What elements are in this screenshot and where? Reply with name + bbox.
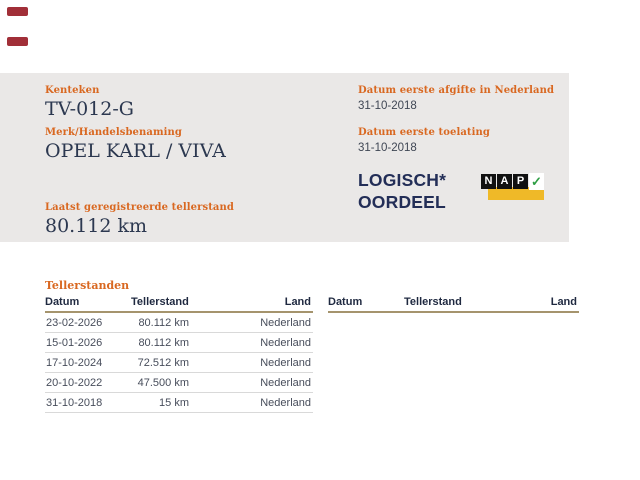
table-row: 31-10-2018 15 km Nederland [45, 392, 313, 413]
nap-verdict-text: LOGISCH* OORDEEL [358, 169, 446, 213]
corner-mark [7, 37, 28, 46]
col-tellerstand: Tellerstand [131, 296, 193, 313]
datum-toelating-value: 31-10-2018 [358, 142, 417, 154]
cell-datum: 23-02-2026 [45, 312, 131, 333]
cell-land: Nederland [193, 312, 313, 333]
cell-land: Nederland [193, 392, 313, 413]
nap-letter-a: A [497, 174, 512, 189]
nap-logo: N A P ✓ [481, 173, 544, 203]
tellerstanden-heading: Tellerstanden [45, 279, 130, 292]
field-datum-afgifte: Datum eerste afgifte in Nederland 31-10-… [358, 85, 554, 112]
kenteken-label: Kenteken [45, 85, 100, 96]
corner-mark [7, 7, 28, 16]
merk-label: Merk/Handelsbenaming [45, 127, 183, 138]
datum-toelating-label: Datum eerste toelating [358, 127, 490, 138]
cell-tellerstand: 80.112 km [131, 312, 193, 333]
verdict-line2: OORDEEL [358, 192, 446, 212]
cell-land: Nederland [193, 372, 313, 393]
cell-land: Nederland [193, 352, 313, 373]
datum-afgifte-value: 31-10-2018 [358, 100, 417, 112]
cell-tellerstand: 80.112 km [131, 332, 193, 353]
nap-letter-p: P [513, 174, 528, 189]
cell-datum: 15-01-2026 [45, 332, 131, 353]
tellerstanden-table-secondary: Datum Tellerstand Land [328, 296, 579, 313]
cell-datum: 31-10-2018 [45, 392, 131, 413]
col-tellerstand: Tellerstand [404, 296, 509, 313]
table-row: 20-10-2022 47.500 km Nederland [45, 372, 313, 393]
datum-afgifte-label: Datum eerste afgifte in Nederland [358, 85, 555, 96]
table-row: 17-10-2024 72.512 km Nederland [45, 352, 313, 373]
cell-tellerstand: 15 km [131, 392, 193, 413]
merk-value: OPEL KARL / VIVA [45, 140, 226, 162]
cell-datum: 20-10-2022 [45, 372, 131, 393]
cell-land: Nederland [193, 332, 313, 353]
nap-letter-n: N [481, 174, 496, 189]
cell-datum: 17-10-2024 [45, 352, 131, 373]
laatste-tellerstand-value: 80.112 km [45, 215, 148, 237]
nap-checkmark-icon: ✓ [529, 173, 544, 190]
field-kenteken: Kenteken TV-012-G [45, 85, 134, 120]
field-datum-toelating: Datum eerste toelating 31-10-2018 [358, 127, 490, 154]
nap-logo-yellow-bar [488, 187, 544, 200]
verdict-line1: LOGISCH* [358, 170, 447, 190]
cell-tellerstand: 72.512 km [131, 352, 193, 373]
cell-tellerstand: 47.500 km [131, 372, 193, 393]
col-land: Land [193, 296, 313, 313]
col-land: Land [509, 296, 579, 313]
vehicle-summary-panel: Kenteken TV-012-G Merk/Handelsbenaming O… [0, 73, 569, 242]
kenteken-value: TV-012-G [45, 98, 134, 120]
laatste-tellerstand-label: Laatst geregistreerde tellerstand [45, 202, 234, 213]
tellerstanden-table: Datum Tellerstand Land 23-02-2026 80.112… [45, 296, 313, 413]
table-header-row: Datum Tellerstand Land [328, 296, 579, 313]
field-merk: Merk/Handelsbenaming OPEL KARL / VIVA [45, 127, 226, 162]
col-datum: Datum [328, 296, 404, 313]
table-header-row: Datum Tellerstand Land [45, 296, 313, 313]
table-row: 15-01-2026 80.112 km Nederland [45, 332, 313, 353]
col-datum: Datum [45, 296, 131, 313]
table-row: 23-02-2026 80.112 km Nederland [45, 312, 313, 333]
field-laatste-tellerstand: Laatst geregistreerde tellerstand 80.112… [45, 202, 234, 237]
